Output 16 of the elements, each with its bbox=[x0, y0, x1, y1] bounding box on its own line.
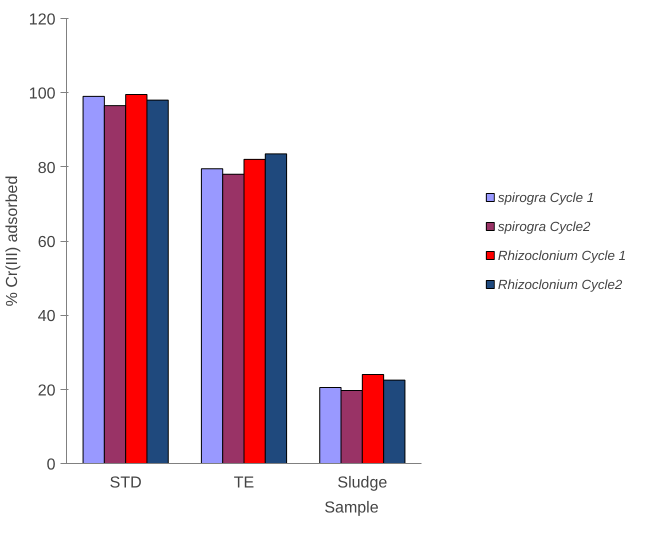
y-tick-label: 0 bbox=[46, 456, 56, 474]
legend-label: spirogra Cycle 1 bbox=[498, 190, 594, 204]
y-tick-label: 80 bbox=[38, 160, 56, 177]
x-tick-label: Sludge bbox=[337, 474, 388, 492]
x-axis-title: Sample bbox=[324, 500, 379, 516]
legend-label: Rhizoclonium Cycle 1 bbox=[498, 248, 626, 262]
y-tick-label: 120 bbox=[28, 12, 56, 28]
y-tick-label: 100 bbox=[28, 86, 56, 103]
y-tick-label: 20 bbox=[38, 382, 56, 400]
y-tick-label: 60 bbox=[38, 234, 56, 251]
x-tick-label: TE bbox=[234, 474, 254, 492]
legend-label: Rhizoclonium Cycle2 bbox=[498, 276, 622, 292]
legend-label: spirogra Cycle2 bbox=[498, 218, 590, 234]
y-axis-title: % Cr(III) adsorbed bbox=[4, 176, 21, 306]
y-tick-label: 40 bbox=[38, 308, 56, 326]
x-tick-label: STD bbox=[110, 474, 142, 492]
